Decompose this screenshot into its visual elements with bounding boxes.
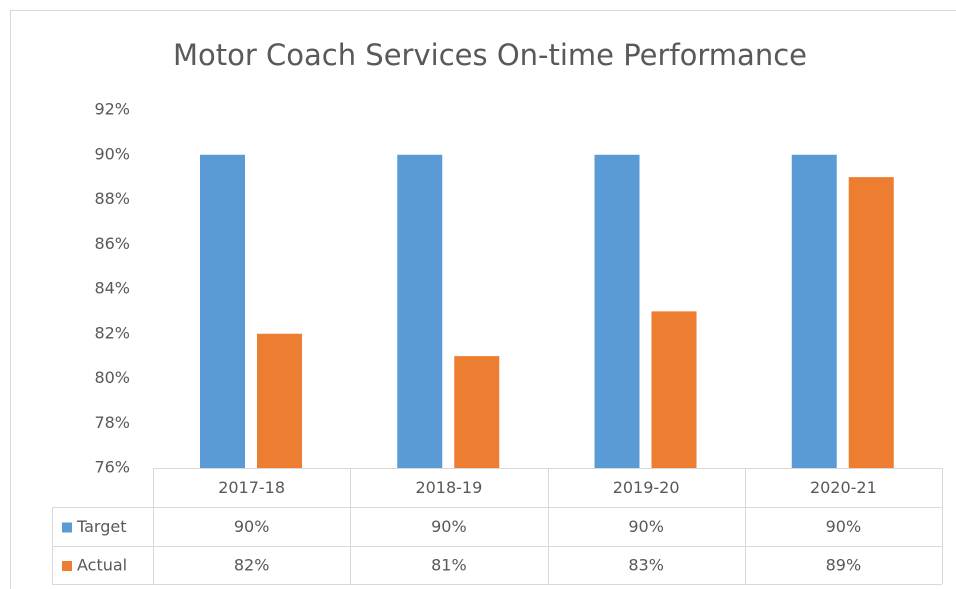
bar — [257, 333, 302, 468]
y-tick-label: 84% — [94, 279, 130, 298]
bar — [651, 311, 697, 468]
bar — [594, 154, 640, 468]
data-label: 90% — [826, 517, 862, 536]
data-label: 81% — [431, 556, 467, 575]
y-tick-label: 86% — [94, 234, 130, 253]
data-label: 83% — [628, 556, 664, 575]
y-tick-label: 88% — [94, 189, 130, 208]
data-label: 90% — [431, 517, 467, 536]
chart-title: Motor Coach Services On-time Performance — [173, 38, 807, 72]
x-tick-label: 2018-19 — [415, 478, 482, 497]
legend-key — [62, 522, 72, 533]
x-tick-label: 2020-21 — [810, 478, 877, 497]
bar — [454, 356, 500, 468]
x-tick-label: 2019-20 — [613, 478, 680, 497]
bar — [791, 154, 837, 468]
legend-label: Target — [76, 517, 127, 536]
legend-key — [62, 561, 72, 571]
y-tick-label: 80% — [94, 368, 130, 387]
y-tick-label: 78% — [94, 413, 130, 432]
y-tick-label: 92% — [94, 100, 130, 119]
y-tick-label: 90% — [94, 144, 130, 163]
data-label: 82% — [234, 556, 270, 575]
legend-label: Actual — [77, 556, 127, 575]
bar — [848, 177, 894, 468]
y-tick-label: 76% — [94, 458, 130, 477]
y-tick-label: 82% — [94, 323, 130, 342]
x-tick-label: 2017-18 — [218, 478, 285, 497]
data-label: 90% — [628, 517, 664, 536]
bar — [397, 154, 443, 468]
data-label: 90% — [234, 517, 270, 536]
chart-border — [10, 10, 956, 589]
bar — [200, 154, 245, 468]
data-label: 89% — [826, 556, 862, 575]
